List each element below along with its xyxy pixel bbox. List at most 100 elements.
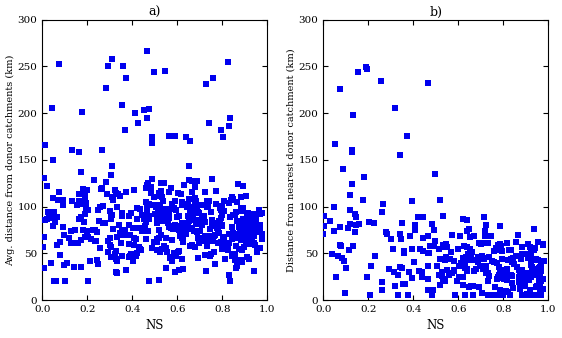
Point (232, 209, 241, 215)
Point (114, 191, 123, 197)
Point (250, 241, 259, 246)
Point (531, 267, 540, 272)
Point (430, 238, 439, 244)
Point (208, 238, 217, 243)
Point (224, 243, 233, 249)
Point (135, 207, 144, 212)
Point (490, 292, 498, 298)
Point (111, 190, 120, 195)
Point (478, 290, 487, 296)
Point (516, 257, 525, 262)
Point (534, 239, 543, 244)
Point (459, 282, 468, 288)
Point (235, 221, 244, 226)
Point (39, 175, 48, 180)
Point (164, 215, 173, 221)
Point (96, 186, 105, 191)
Point (55, 189, 64, 195)
Point (250, 268, 259, 273)
Point (431, 171, 440, 177)
Point (237, 225, 246, 231)
Point (525, 288, 534, 293)
Point (224, 124, 233, 129)
Point (151, 211, 160, 216)
Point (195, 220, 204, 226)
Point (395, 232, 404, 237)
Point (137, 247, 146, 252)
Point (427, 292, 436, 297)
Point (113, 270, 122, 276)
Point (121, 233, 130, 238)
Point (228, 194, 237, 199)
Point (496, 243, 505, 249)
Point (418, 269, 427, 275)
Point (533, 284, 542, 290)
Point (363, 66, 372, 71)
Point (202, 269, 211, 274)
Point (77, 237, 86, 242)
Point (165, 223, 174, 228)
Point (437, 273, 446, 279)
Point (155, 228, 164, 233)
Point (67, 147, 76, 152)
Point (250, 212, 259, 217)
Point (233, 262, 242, 267)
Point (153, 247, 162, 252)
Point (495, 246, 504, 251)
Point (456, 233, 465, 239)
Point (205, 226, 214, 232)
Point (86, 259, 95, 264)
Point (361, 64, 370, 69)
Point (170, 269, 179, 274)
Point (407, 246, 416, 251)
Point (482, 267, 491, 272)
Point (179, 239, 188, 244)
Point (49, 195, 58, 200)
Point (237, 205, 246, 210)
Point (232, 234, 241, 239)
Point (351, 215, 360, 220)
Point (126, 251, 135, 256)
Point (423, 233, 432, 239)
Point (152, 221, 161, 226)
Point (539, 259, 548, 264)
Point (450, 259, 459, 264)
Point (183, 213, 192, 219)
Point (208, 219, 217, 224)
Point (336, 87, 345, 92)
Point (47, 105, 56, 111)
Point (483, 278, 492, 284)
Point (255, 225, 264, 230)
Point (179, 226, 188, 232)
Point (237, 259, 246, 264)
Point (415, 246, 424, 251)
Point (143, 182, 152, 187)
Point (141, 220, 150, 225)
Point (67, 199, 76, 204)
Point (242, 241, 251, 246)
Point (240, 227, 249, 233)
Point (238, 206, 247, 211)
Point (325, 219, 334, 224)
Point (400, 281, 409, 286)
Point (476, 264, 485, 269)
Point (150, 239, 159, 245)
Point (113, 234, 122, 239)
Point (523, 292, 532, 297)
Point (121, 267, 130, 273)
Point (152, 236, 161, 241)
Point (535, 265, 544, 271)
Point (206, 235, 215, 240)
Point (206, 238, 215, 243)
Point (242, 240, 251, 245)
Point (180, 220, 189, 225)
Point (171, 207, 180, 213)
Point (234, 247, 243, 252)
Point (529, 293, 538, 298)
Point (486, 234, 495, 239)
Point (95, 246, 104, 251)
Point (174, 267, 183, 272)
Point (534, 275, 543, 281)
Point (108, 194, 117, 200)
Point (191, 197, 200, 202)
